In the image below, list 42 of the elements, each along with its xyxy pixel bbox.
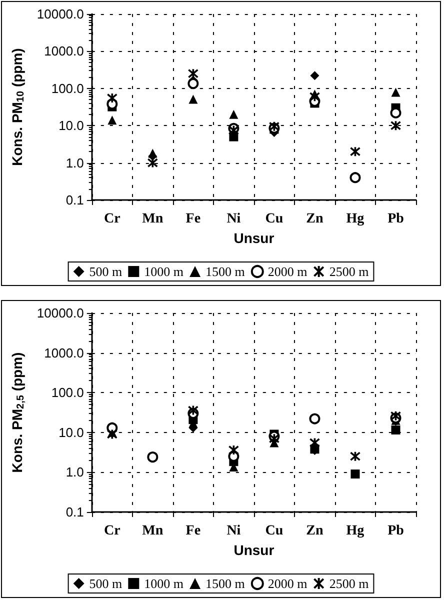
y-tick-label: 10.0 [58, 118, 84, 134]
x-axis-title: Unsur [234, 230, 275, 246]
x-tick-label: Ni [226, 212, 241, 226]
y-tick-label: 100.0 [51, 385, 84, 400]
x-axis-title: Unsur [234, 542, 275, 558]
y-tick-label: 0.1 [66, 504, 84, 520]
x-tick-label: Hg [346, 212, 364, 226]
y-tick-label: 1.0 [66, 464, 84, 480]
y-tick-label: 10.0 [58, 424, 84, 440]
legend-label: 1500 m [206, 576, 245, 591]
legend-label: 1500 m [206, 264, 245, 279]
y-axis-title: Kons. PM10 (ppm) [9, 48, 26, 166]
x-tick-label: Mn [142, 524, 164, 538]
x-tick-label: Hg [346, 524, 364, 538]
x-tick-label: Zn [306, 212, 324, 226]
x-tick-label: Fe [186, 212, 201, 226]
y-tick-label: 100.0 [51, 80, 84, 96]
y-tick-label: 10000.0 [36, 306, 84, 320]
x-tick-label: Mn [142, 212, 164, 226]
x-tick-label: Pb [388, 212, 404, 226]
legend-label: 500 m [89, 264, 122, 279]
legend-label: 2500 m [329, 264, 369, 279]
y-tick-label: 0.1 [66, 192, 84, 208]
legend-label: 2000 m [268, 264, 308, 279]
y-tick-label: 1.0 [66, 155, 84, 170]
y-tick-label: 1000.0 [44, 345, 84, 360]
legend-label: 2000 m [268, 576, 308, 591]
legend-label: 1000 m [144, 264, 184, 279]
legend-label: 1000 m [144, 576, 184, 591]
x-tick-label: Cr [104, 524, 120, 538]
x-tick-label: Pb [388, 524, 404, 538]
legend-label: 500 m [89, 576, 122, 591]
y-axis-title: Kons. PM2,5 (ppm) [9, 352, 26, 473]
x-tick-label: Cu [265, 212, 284, 226]
legend-label: 2500 m [329, 576, 369, 591]
x-tick-label: Ni [226, 524, 241, 538]
y-tick-label: 1000.0 [44, 44, 84, 59]
x-tick-label: Cu [265, 524, 284, 538]
x-tick-label: Fe [186, 524, 201, 538]
y-tick-label: 10000.0 [36, 6, 84, 22]
x-tick-label: Zn [306, 524, 324, 538]
x-tick-label: Cr [104, 212, 120, 226]
